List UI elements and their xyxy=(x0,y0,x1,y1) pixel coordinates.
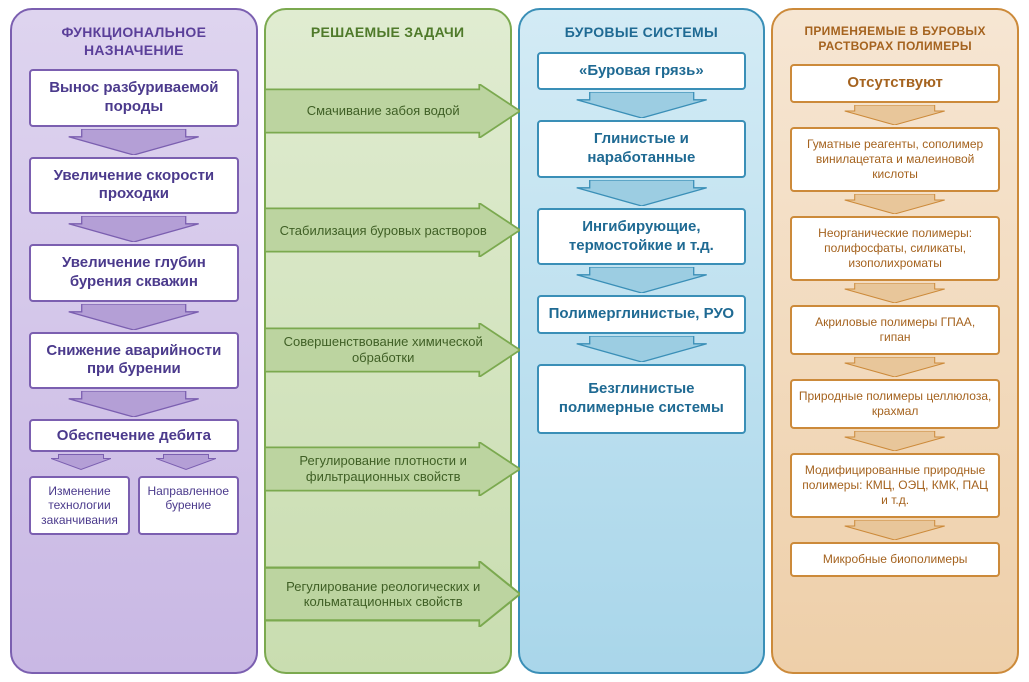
down-arrow-icon xyxy=(815,283,974,303)
box-label: Отсутствуют xyxy=(847,74,943,91)
column-tasks: РЕШАЕМЫЕ ЗАДАЧИ Смачивание забоя водой С… xyxy=(264,8,512,674)
sub-children: Изменение технологии заканчивания Направ… xyxy=(29,476,239,535)
flow-box: Природные полимеры целлюлоза, крахмал xyxy=(790,379,1000,429)
column-title: БУРОВЫЕ СИСТЕМЫ xyxy=(565,24,718,42)
box-label: Увеличение скорости проходки xyxy=(54,167,215,203)
box-label: «Буровая грязь» xyxy=(579,62,704,79)
arrow-label: Смачивание забоя водой xyxy=(307,103,460,119)
down-arrow-icon xyxy=(815,357,974,377)
down-arrow-icon xyxy=(54,216,213,242)
flow-box: Увеличение скорости проходки xyxy=(29,157,239,215)
down-arrow-icon xyxy=(815,520,974,540)
flow-box: Акриловые полимеры ГПАА, гипан xyxy=(790,305,1000,355)
flow-box: Неорганические полимеры: полифосфаты, си… xyxy=(790,216,1000,281)
down-arrow-icon xyxy=(815,431,974,451)
box-label: Микробные биополимеры xyxy=(823,552,968,566)
box-label: Увеличение глубин бурения скважин xyxy=(62,254,206,290)
box-label: Природные полимеры целлюлоза, крахмал xyxy=(799,389,991,418)
sub-head-box: Обеспечение дебита xyxy=(29,419,239,452)
flow-box: Безглинистые полимерные системы xyxy=(537,364,747,434)
down-arrow-icon xyxy=(815,105,974,125)
sub-box: Направленное бурение xyxy=(138,476,239,535)
flow-box: Гуматные реагенты, сополимер винилацетат… xyxy=(790,127,1000,192)
column-title: ПРИМЕНЯЕМЫЕ В БУРОВЫХ РАСТВОРАХ ПОЛИМЕРЫ xyxy=(781,24,1009,54)
flowchart-canvas: ФУНКЦИОНАЛЬНОЕ НАЗНАЧЕНИЕ Вынос разбурив… xyxy=(0,0,1029,682)
column-title: ФУНКЦИОНАЛЬНОЕ НАЗНАЧЕНИЕ xyxy=(20,24,248,59)
box-label: Неорганические полимеры: полифосфаты, си… xyxy=(818,226,972,270)
down-arrow-icon xyxy=(562,336,721,362)
horizontal-arrow: Регулирование реологических и кольматаци… xyxy=(265,561,520,627)
flow-box: Увеличение глубин бурения скважин xyxy=(29,244,239,302)
flow-box: Микробные биополимеры xyxy=(790,542,1000,577)
flow-box: Снижение аварийности при бурении xyxy=(29,332,239,390)
box-label: Акриловые полимеры ГПАА, гипан xyxy=(815,315,975,344)
flow-box: Ингибирующие, термостойкие и т.д. xyxy=(537,208,747,266)
box-label: Полимерглинистые, РУО xyxy=(549,305,734,322)
horizontal-arrow: Регулирование плотности и фильтрационных… xyxy=(265,442,520,496)
box-label: Гуматные реагенты, сополимер винилацетат… xyxy=(807,137,983,181)
flow-box: Отсутствуют xyxy=(790,64,1000,103)
down-arrow-icon xyxy=(562,180,721,206)
horizontal-arrow: Стабилизация буровых растворов xyxy=(265,203,520,257)
horizontal-arrow: Смачивание забоя водой xyxy=(265,84,520,138)
column-systems: БУРОВЫЕ СИСТЕМЫ «Буровая грязь» Глинисты… xyxy=(518,8,766,674)
mini-down-arrows xyxy=(29,452,239,472)
box-label: Изменение технологии заканчивания xyxy=(41,484,118,527)
box-label: Обеспечение дебита xyxy=(57,427,211,444)
flow-box: Полимерглинистые, РУО xyxy=(537,295,747,334)
down-arrow-icon xyxy=(54,391,213,417)
flow-box: «Буровая грязь» xyxy=(537,52,747,91)
column-title: РЕШАЕМЫЕ ЗАДАЧИ xyxy=(311,24,465,42)
arrow-label: Регулирование плотности и фильтрационных… xyxy=(275,453,492,484)
box-label: Безглинистые полимерные системы xyxy=(559,380,724,416)
box-label: Вынос разбуриваемой породы xyxy=(49,79,218,115)
sub-box: Изменение технологии заканчивания xyxy=(29,476,130,535)
flow-box: Модифицированные природные полимеры: КМЦ… xyxy=(790,453,1000,518)
box-label: Ингибирующие, термостойкие и т.д. xyxy=(569,218,714,254)
box-label: Направленное бурение xyxy=(147,484,229,512)
arrow-label: Стабилизация буровых растворов xyxy=(280,223,487,239)
column-polymers: ПРИМЕНЯЕМЫЕ В БУРОВЫХ РАСТВОРАХ ПОЛИМЕРЫ… xyxy=(771,8,1019,674)
flow-box: Вынос разбуриваемой породы xyxy=(29,69,239,127)
down-arrow-icon xyxy=(562,92,721,118)
column-functional: ФУНКЦИОНАЛЬНОЕ НАЗНАЧЕНИЕ Вынос разбурив… xyxy=(10,8,258,674)
box-label: Снижение аварийности при бурении xyxy=(46,342,221,378)
down-arrow-icon xyxy=(54,304,213,330)
box-label: Модифицированные природные полимеры: КМЦ… xyxy=(802,463,988,507)
arrow-label: Регулирование реологических и кольматаци… xyxy=(275,579,492,610)
horizontal-arrow: Совершенствование химической обработки xyxy=(265,323,520,377)
down-arrow-icon xyxy=(815,194,974,214)
box-label: Глинистые и наработанные xyxy=(587,130,695,166)
down-arrow-icon xyxy=(54,129,213,155)
arrow-label: Совершенствование химической обработки xyxy=(275,334,492,365)
down-arrow-icon xyxy=(562,267,721,293)
flow-box: Глинистые и наработанные xyxy=(537,120,747,178)
